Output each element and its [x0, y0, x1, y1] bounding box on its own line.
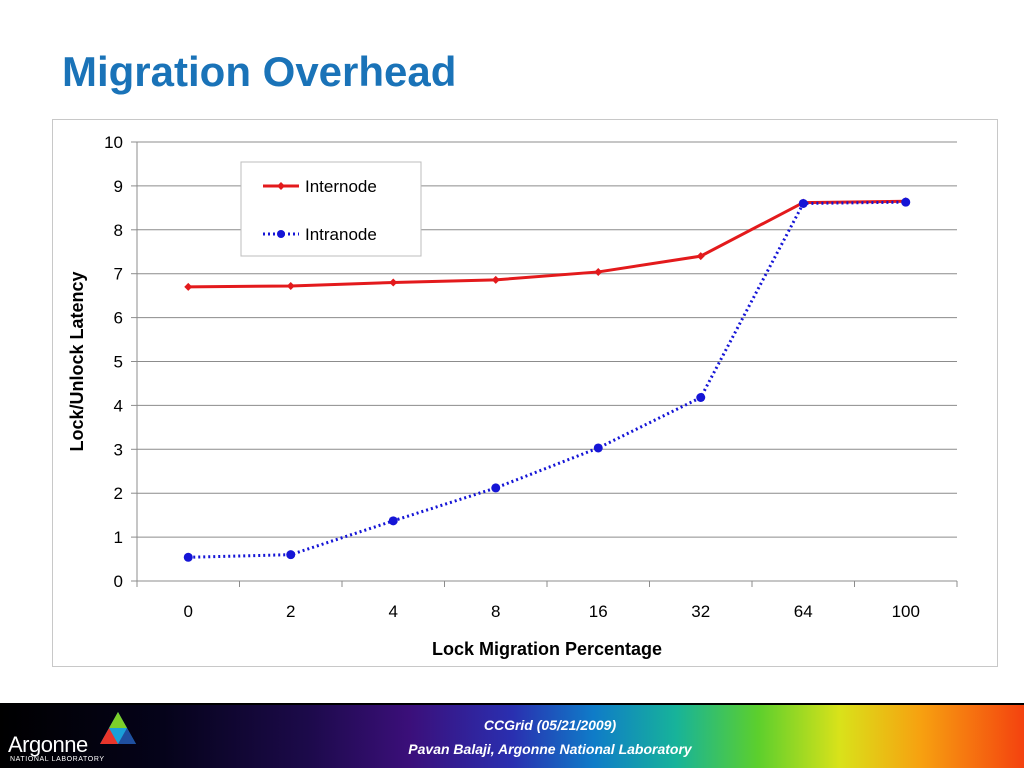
x-tick-label: 4 — [389, 602, 398, 621]
x-tick-label: 100 — [892, 602, 920, 621]
legend-marker-intranode — [277, 230, 285, 238]
argonne-triangle-icon — [100, 712, 136, 744]
x-axis-title: Lock Migration Percentage — [432, 639, 662, 659]
x-tick-label: 0 — [184, 602, 193, 621]
data-point-internode — [491, 275, 500, 284]
legend-label-internode: Internode — [305, 177, 377, 196]
x-tick-label: 8 — [491, 602, 500, 621]
argonne-logo: Argonne NATIONAL LABORATORY — [8, 710, 138, 765]
y-tick-label: 6 — [114, 309, 123, 328]
y-tick-label: 8 — [114, 221, 123, 240]
footer-author: Pavan Balaji, Argonne National Laborator… — [408, 741, 692, 757]
data-point-internode — [594, 267, 603, 276]
footer-divider — [0, 703, 1024, 705]
chart-frame: 0 1 2 3 4 5 6 7 8 9 10 0 2 4 8 16 32 64 100 Lock Migration … — [52, 119, 998, 667]
legend-marker-internode — [277, 182, 285, 190]
data-point-internode — [184, 282, 193, 291]
x-tick-label: 32 — [691, 602, 710, 621]
series-line-intranode — [188, 200, 906, 559]
y-tick-label: 3 — [114, 440, 123, 459]
y-axis-title: Lock/Unlock Latency — [67, 271, 87, 451]
data-point-intranode — [183, 552, 193, 562]
data-point-intranode — [491, 483, 501, 493]
logo-subtext: NATIONAL LABORATORY — [10, 756, 105, 763]
y-tick-label: 4 — [114, 396, 123, 415]
logo-text: Argonne — [8, 732, 88, 757]
data-point-intranode — [696, 392, 706, 402]
data-point-intranode — [286, 550, 296, 560]
data-point-internode — [286, 281, 295, 290]
x-tick-label: 64 — [794, 602, 813, 621]
y-tick-label: 10 — [104, 133, 123, 152]
series-line-internode — [188, 199, 906, 289]
data-point-intranode — [388, 516, 398, 526]
y-tick-label: 1 — [114, 528, 123, 547]
data-point-intranode — [901, 197, 911, 207]
x-tick-label: 16 — [589, 602, 608, 621]
y-tick-label: 5 — [114, 353, 123, 372]
data-point-internode — [696, 252, 705, 261]
legend-box — [240, 161, 422, 257]
footer-conference: CCGrid (05/21/2009) — [483, 717, 617, 733]
footer-bar: CCGrid (05/21/2009) Pavan Balaji, Argonn… — [0, 703, 1024, 768]
y-tick-label: 7 — [114, 265, 123, 284]
legend-label-intranode: Intranode — [305, 225, 377, 244]
slide-title: Migration Overhead — [62, 48, 457, 95]
y-tick-label: 2 — [114, 484, 123, 503]
x-tick-label: 2 — [286, 602, 295, 621]
data-point-internode — [389, 278, 398, 287]
data-point-intranode — [593, 443, 603, 453]
y-tick-label: 9 — [114, 177, 123, 196]
y-tick-label: 0 — [114, 572, 123, 591]
data-point-intranode — [798, 198, 808, 208]
